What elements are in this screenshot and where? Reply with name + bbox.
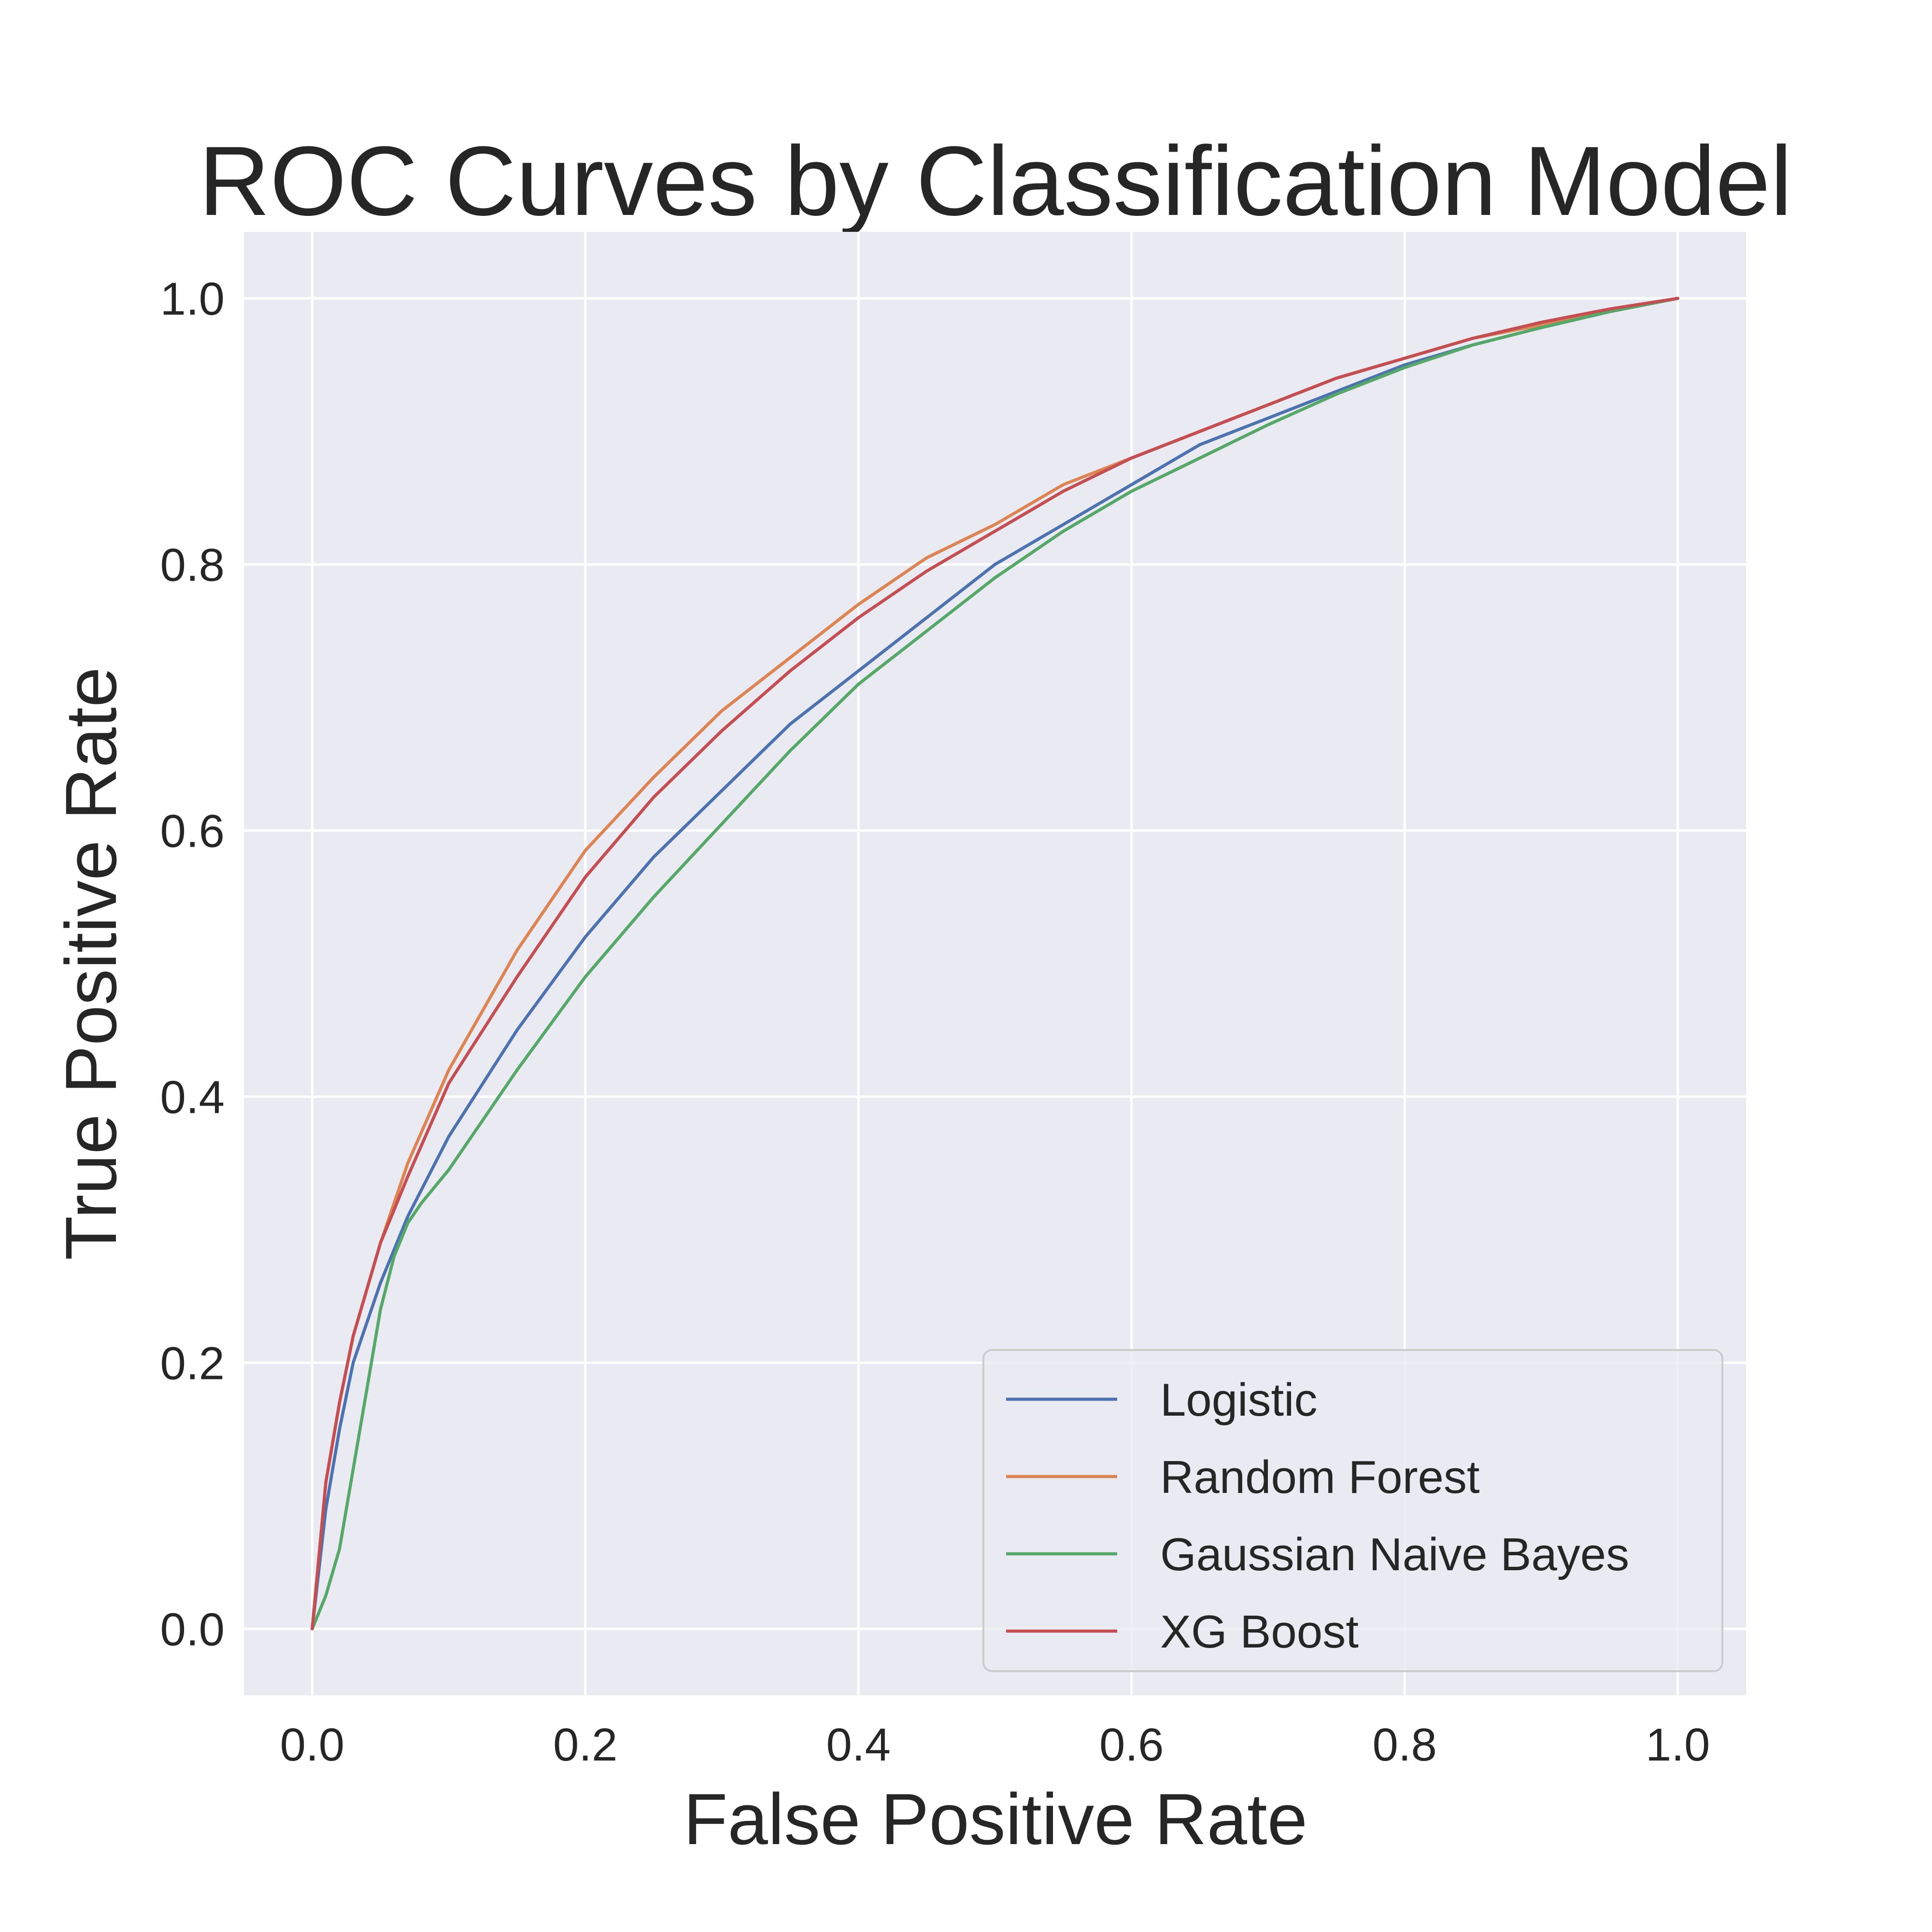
x-tick-label: 1.0 — [1646, 1719, 1710, 1771]
x-tick-label: 0.4 — [826, 1719, 891, 1771]
series-lines — [311, 297, 1679, 1631]
y-tick-label: 0.8 — [160, 540, 225, 591]
x-tick-label: 0.6 — [1099, 1719, 1164, 1771]
legend-entry: Random Forest — [1160, 1451, 1480, 1503]
y-tick-labels: 0.0 0.2 0.4 0.6 0.8 1.0 — [160, 273, 225, 1656]
x-tick-labels: 0.0 0.2 0.4 0.6 0.8 1.0 — [280, 1719, 1710, 1771]
x-tick-label: 0.2 — [553, 1719, 617, 1771]
series-line-gaussian-naive-bayes — [311, 297, 1679, 1631]
legend-box — [982, 1349, 1723, 1672]
y-tick-label: 1.0 — [160, 273, 225, 325]
legend: Logistic Random Forest Gaussian Naive Baye… — [982, 1349, 1723, 1672]
y-axis-label: True Positive Rate — [50, 667, 131, 1260]
x-tick-label: 0.8 — [1372, 1719, 1436, 1771]
x-tick-label: 0.0 — [280, 1719, 344, 1771]
y-tick-label: 0.2 — [160, 1337, 225, 1389]
legend-entry: XG Boost — [1160, 1606, 1359, 1658]
x-axis-label: False Positive Rate — [683, 1778, 1307, 1860]
legend-entry: Logistic — [1160, 1374, 1318, 1426]
series-line-xg-boost — [311, 297, 1679, 1631]
y-tick-label: 0.4 — [160, 1071, 225, 1123]
legend-entry: Gaussian Naive Bayes — [1160, 1529, 1629, 1580]
y-tick-label: 0.6 — [160, 806, 225, 857]
y-tick-label: 0.0 — [160, 1604, 225, 1655]
series-line-logistic — [311, 297, 1679, 1631]
chart-title: ROC Curves by Classification Model — [199, 126, 1792, 236]
